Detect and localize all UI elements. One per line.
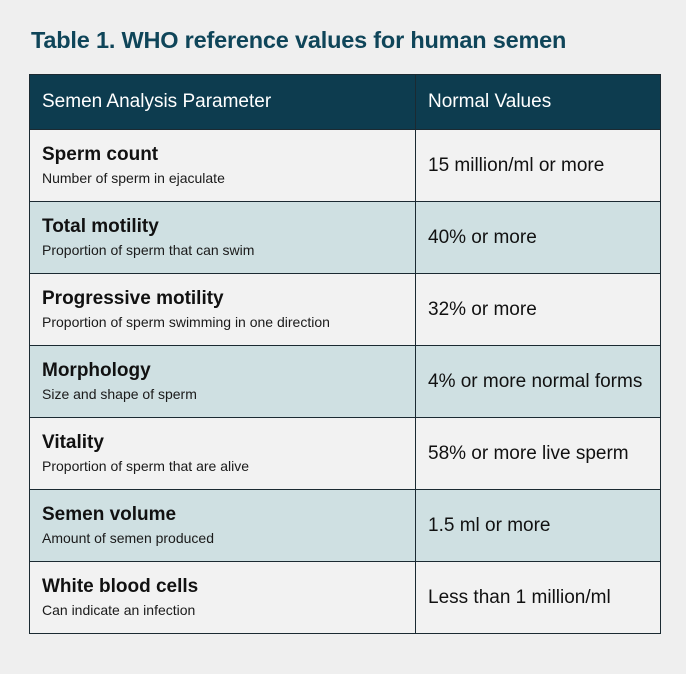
parameter-name: Sperm count (42, 144, 159, 165)
parameter-cell: Total motility Proportion of sperm that … (30, 202, 416, 273)
parameter-name: Semen volume (42, 504, 177, 525)
table-row: Total motility Proportion of sperm that … (30, 201, 660, 273)
parameter-name: White blood cells (42, 576, 199, 597)
table-row: White blood cells Can indicate an infect… (30, 561, 660, 633)
parameter-cell: Sperm count Number of sperm in ejaculate (30, 130, 416, 201)
table-caption: Table 1. WHO reference values for human … (31, 27, 567, 53)
value-cell: 1.5 ml or more (416, 490, 660, 561)
normal-value: 32% or more (428, 298, 537, 320)
parameter-description: Can indicate an infection (42, 602, 196, 618)
value-cell: 58% or more live sperm (416, 418, 660, 489)
parameter-cell: Semen volume Amount of semen produced (30, 490, 416, 561)
value-cell: 40% or more (416, 202, 660, 273)
parameter-cell: Vitality Proportion of sperm that are al… (30, 418, 416, 489)
reference-values-table: Semen Analysis Parameter Normal Values S… (29, 74, 661, 634)
value-cell: 15 million/ml or more (416, 130, 660, 201)
normal-value: 15 million/ml or more (428, 154, 605, 176)
parameter-description: Proportion of sperm swimming in one dire… (42, 314, 330, 330)
parameter-description: Amount of semen produced (42, 530, 214, 546)
parameter-cell: White blood cells Can indicate an infect… (30, 562, 416, 633)
table-row: Vitality Proportion of sperm that are al… (30, 417, 660, 489)
parameter-name: Total motility (42, 216, 159, 237)
parameter-cell: Morphology Size and shape of sperm (30, 346, 416, 417)
parameter-cell: Progressive motility Proportion of sperm… (30, 274, 416, 345)
normal-value: 1.5 ml or more (428, 514, 551, 536)
normal-value: 40% or more (428, 226, 537, 248)
value-cell: 4% or more normal forms (416, 346, 660, 417)
table-row: Progressive motility Proportion of sperm… (30, 273, 660, 345)
normal-value: 4% or more normal forms (428, 370, 643, 392)
parameter-description: Proportion of sperm that are alive (42, 458, 249, 474)
parameter-description: Size and shape of sperm (42, 386, 197, 402)
table-body: Sperm count Number of sperm in ejaculate… (30, 129, 660, 633)
normal-value: Less than 1 million/ml (428, 586, 611, 608)
parameter-name: Progressive motility (42, 288, 224, 309)
parameter-description: Proportion of sperm that can swim (42, 242, 255, 258)
parameter-name: Vitality (42, 432, 104, 453)
header-normal-values: Normal Values (428, 91, 552, 112)
table-header-row: Semen Analysis Parameter Normal Values (30, 75, 660, 129)
value-cell: Less than 1 million/ml (416, 562, 660, 633)
parameter-description: Number of sperm in ejaculate (42, 170, 225, 186)
table-row: Morphology Size and shape of sperm 4% or… (30, 345, 660, 417)
value-cell: 32% or more (416, 274, 660, 345)
header-parameter: Semen Analysis Parameter (30, 75, 416, 129)
parameter-name: Morphology (42, 360, 151, 381)
table-row: Semen volume Amount of semen produced 1.… (30, 489, 660, 561)
normal-value: 58% or more live sperm (428, 442, 629, 464)
table-row: Sperm count Number of sperm in ejaculate… (30, 129, 660, 201)
